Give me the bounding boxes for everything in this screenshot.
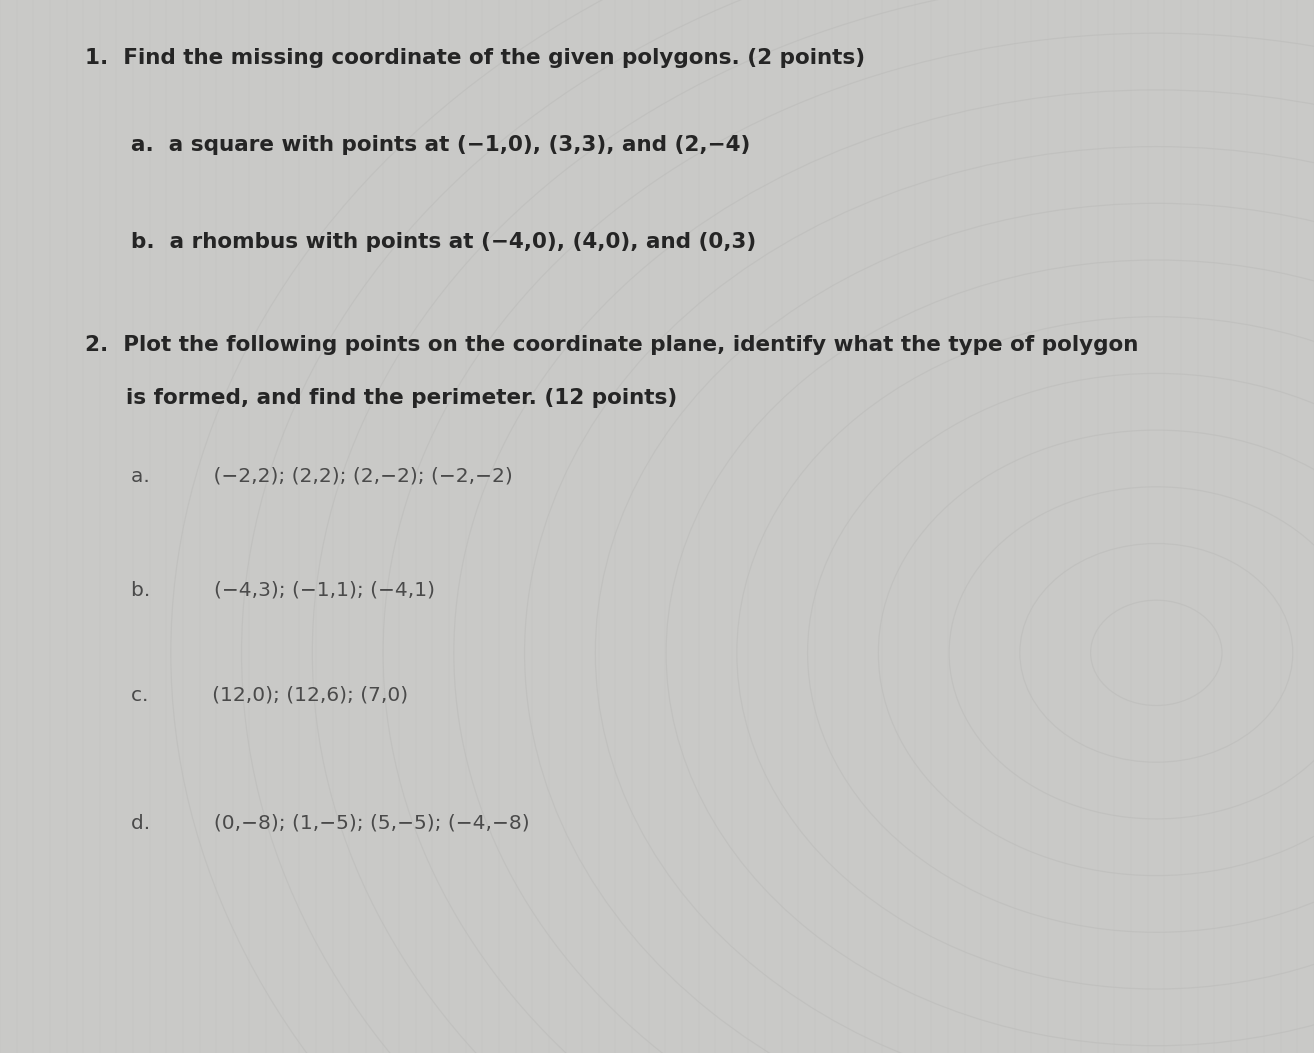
Text: is formed, and find the perimeter. (12 points): is formed, and find the perimeter. (12 p… — [126, 389, 678, 408]
Text: a.          (−2,2); (2,2); (2,−2); (−2,−2): a. (−2,2); (2,2); (2,−2); (−2,−2) — [131, 466, 514, 485]
Text: d.          (0,−8); (1,−5); (5,−5); (−4,−8): d. (0,−8); (1,−5); (5,−5); (−4,−8) — [131, 814, 530, 833]
Text: b.          (−4,3); (−1,1); (−4,1): b. (−4,3); (−1,1); (−4,1) — [131, 580, 435, 599]
Text: a.  a square with points at (−1,0), (3,3), and (2,−4): a. a square with points at (−1,0), (3,3)… — [131, 136, 750, 155]
Text: b.  a rhombus with points at (−4,0), (4,0), and (0,3): b. a rhombus with points at (−4,0), (4,0… — [131, 233, 757, 252]
Text: c.          (12,0); (12,6); (7,0): c. (12,0); (12,6); (7,0) — [131, 686, 409, 704]
Text: 1.  Find the missing coordinate of the given polygons. (2 points): 1. Find the missing coordinate of the gi… — [85, 48, 866, 67]
Text: 2.  Plot the following points on the coordinate plane, identify what the type of: 2. Plot the following points on the coor… — [85, 336, 1139, 355]
